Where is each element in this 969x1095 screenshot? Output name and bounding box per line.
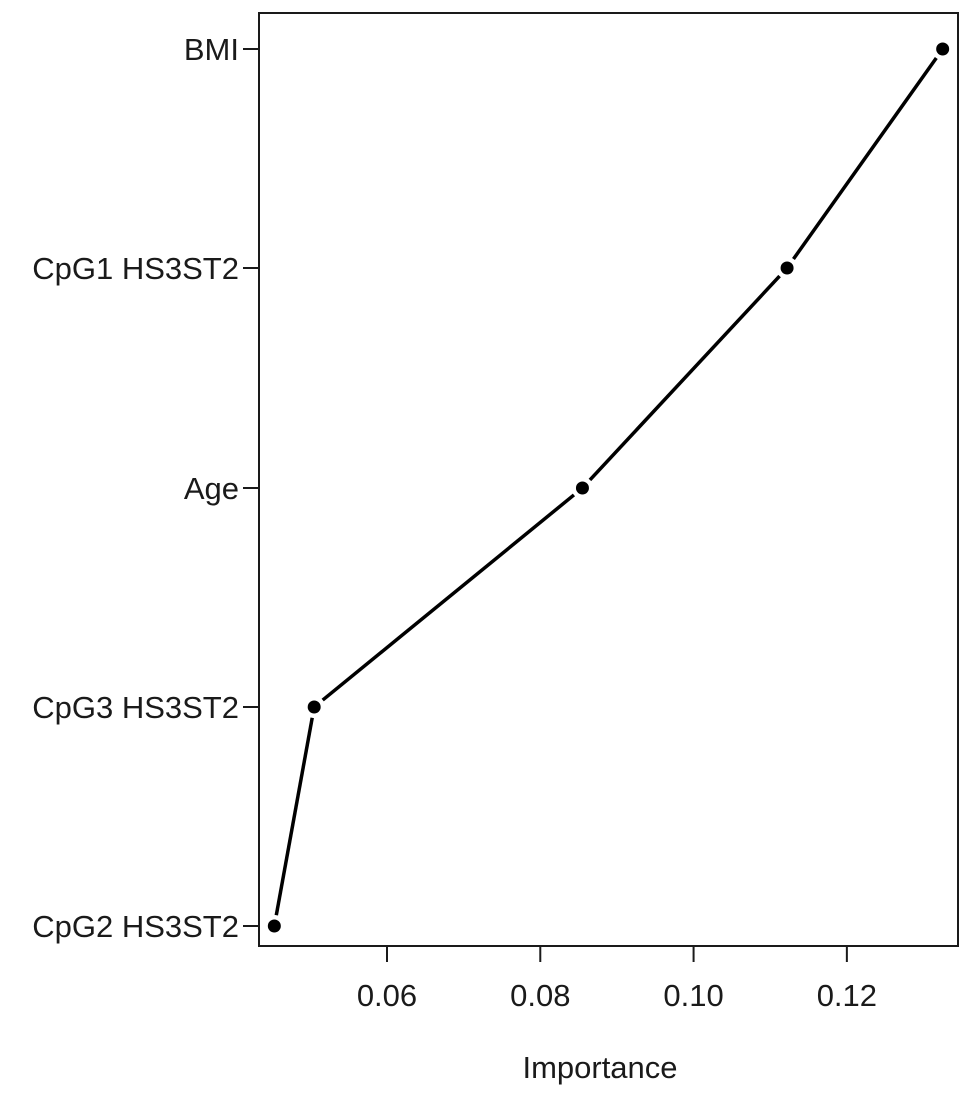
- y-tick-label: CpG2 HS3ST2: [32, 909, 239, 944]
- y-axis: CpG2 HS3ST2 CpG3 HS3ST2 Age CpG1 HS3ST2 BMI: [32, 32, 259, 944]
- data-point: [267, 919, 281, 933]
- data-point: [936, 42, 950, 56]
- plot-frame: [258, 12, 959, 947]
- series-line: [267, 42, 950, 933]
- line-segment: [792, 56, 938, 261]
- data-point: [780, 261, 794, 275]
- data-point: [307, 700, 321, 714]
- y-tick-label: CpG1 HS3ST2: [32, 251, 239, 286]
- line-segment: [321, 493, 576, 702]
- y-tick-label: Age: [184, 471, 239, 506]
- x-axis-title: Importance: [522, 1050, 677, 1085]
- y-tick-label: CpG3 HS3ST2: [32, 690, 239, 725]
- line-segment: [274, 717, 314, 916]
- x-axis: 0.06 0.08 0.10 0.12: [357, 946, 877, 1013]
- x-tick-label: 0.10: [663, 978, 723, 1013]
- data-point: [575, 481, 589, 495]
- x-tick-label: 0.12: [817, 978, 877, 1013]
- line-segment: [588, 274, 781, 482]
- x-tick-label: 0.08: [510, 978, 570, 1013]
- x-tick-label: 0.06: [357, 978, 417, 1013]
- y-tick-label: BMI: [184, 32, 239, 67]
